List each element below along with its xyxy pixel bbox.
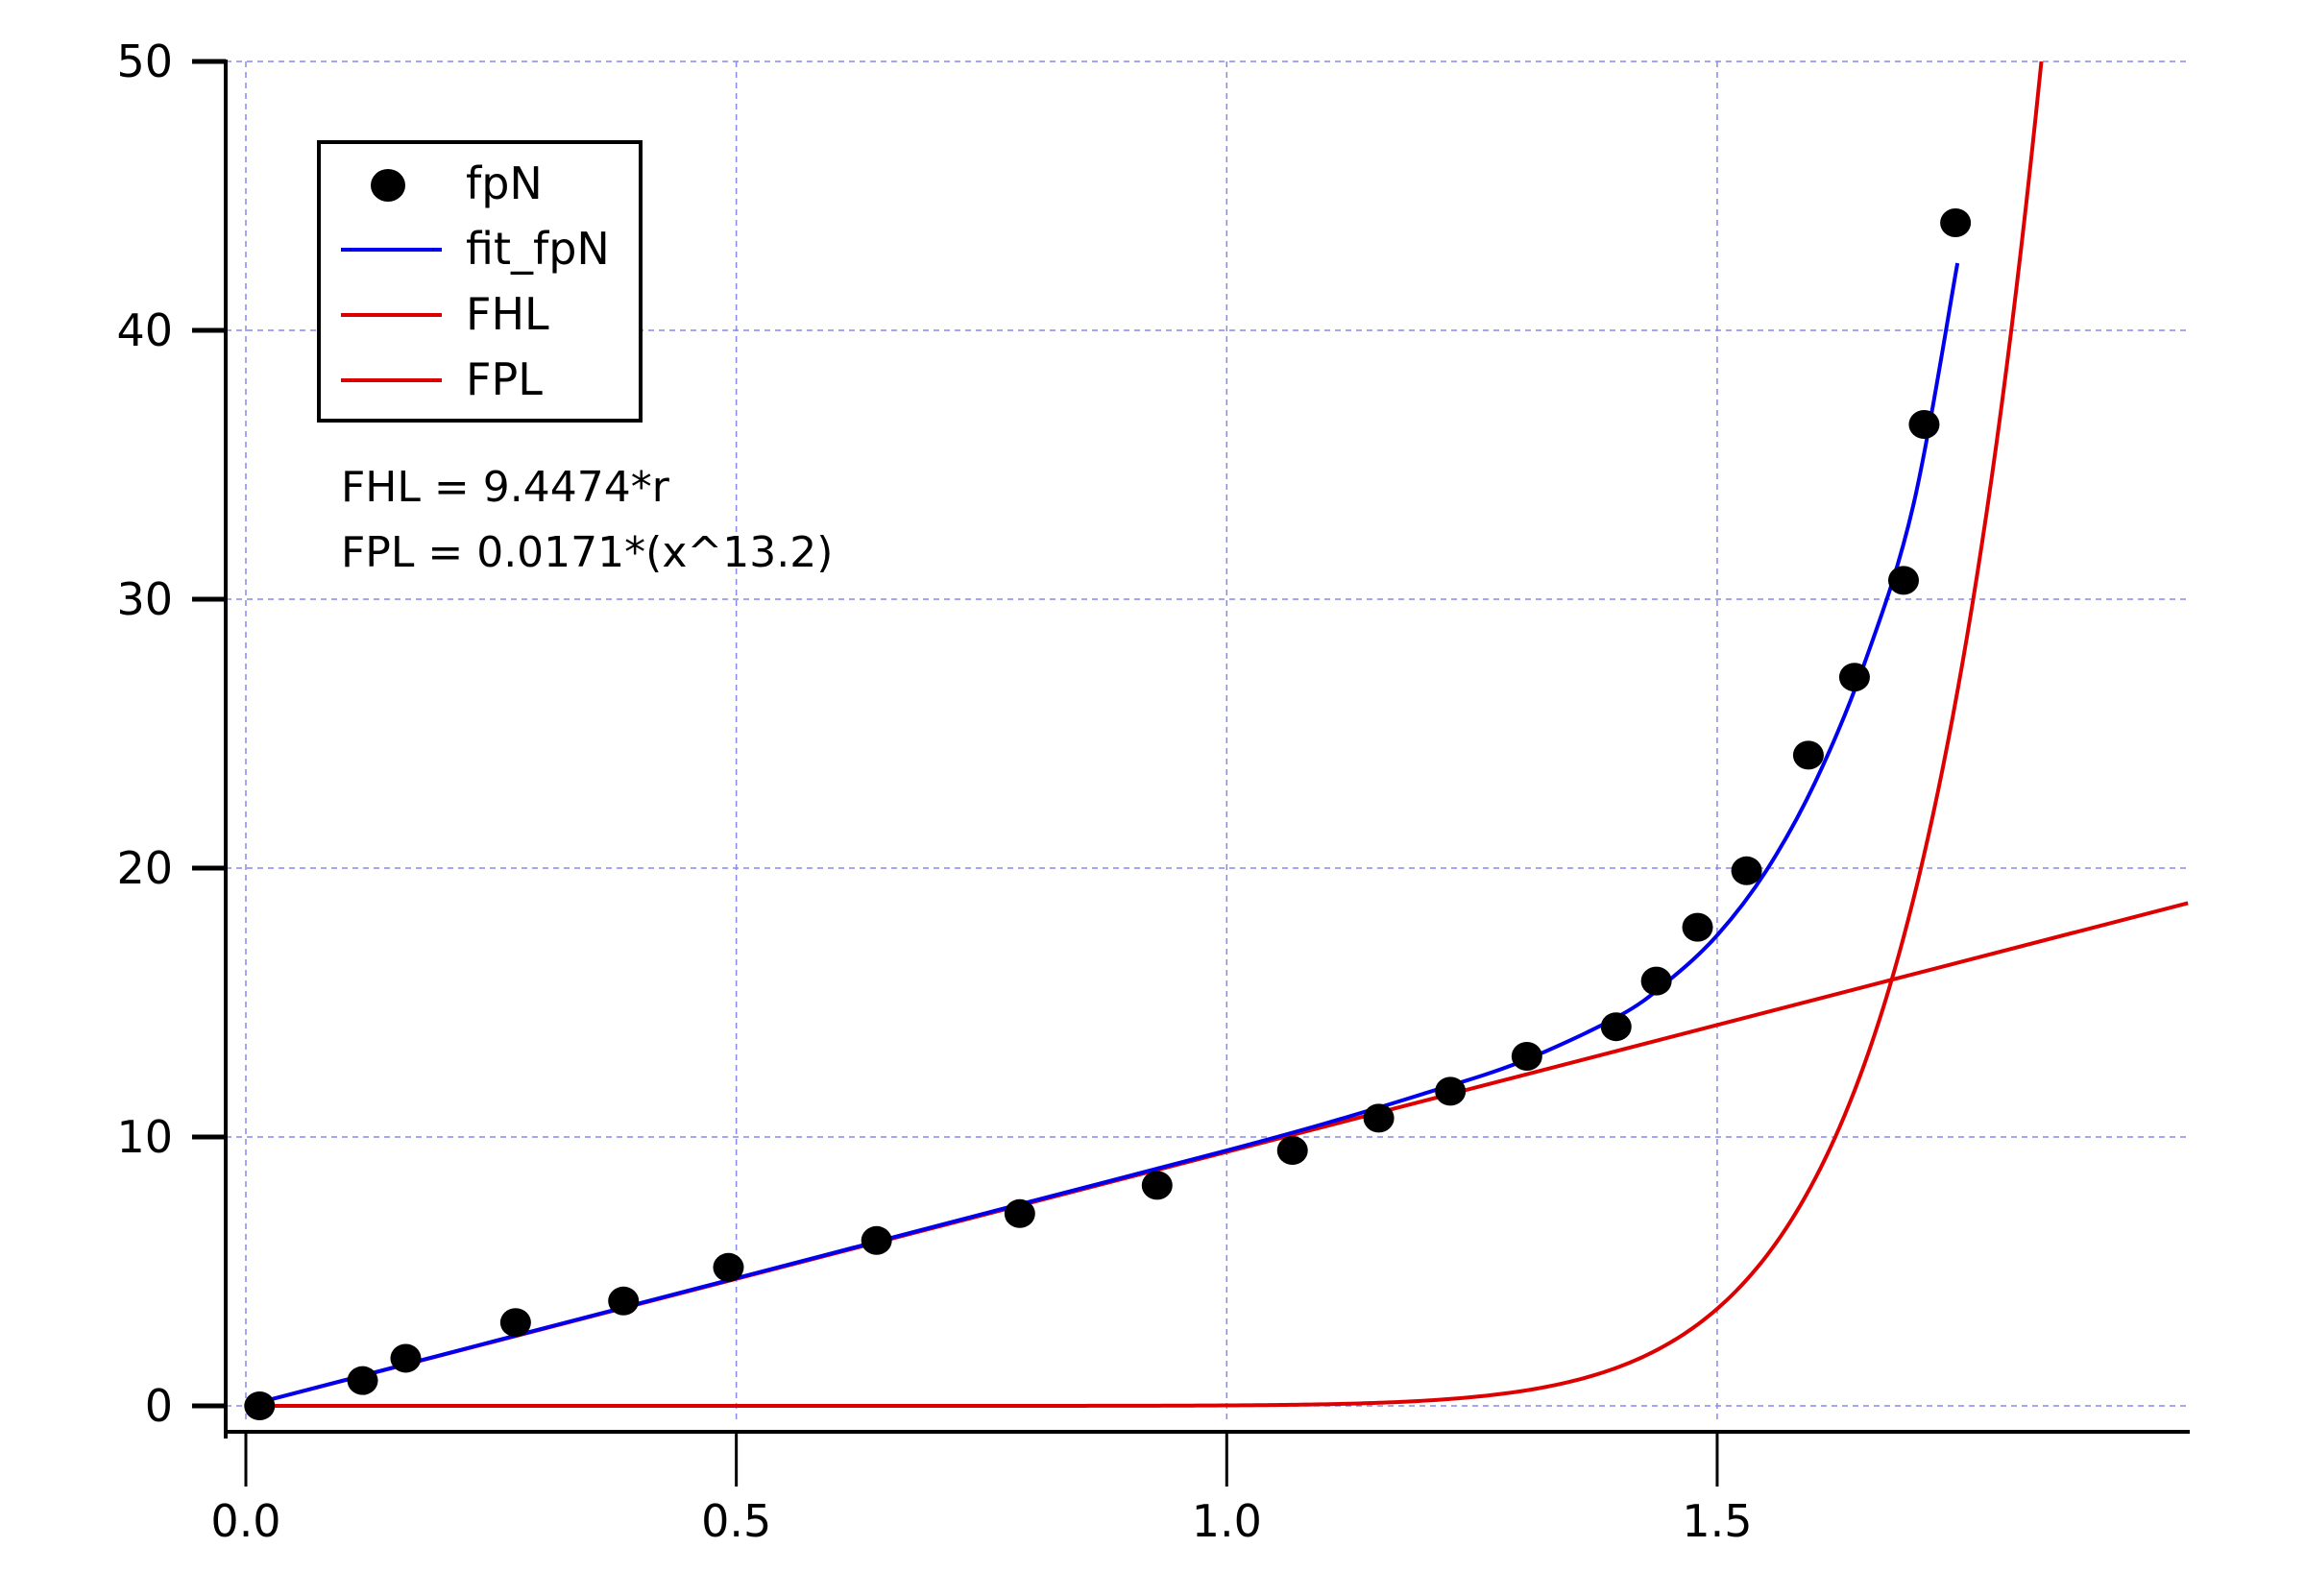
series-fpn-markers [244,208,1972,1420]
y-tick-label: 40 [116,304,173,356]
data-point-marker [1682,912,1713,942]
legend-label: fpN [466,157,543,209]
legend-label: fit_fpN [466,223,610,275]
data-point-marker [1908,410,1940,439]
data-point-marker [1511,1042,1542,1071]
fhl-formula: FHL = 9.4474*r [341,463,670,512]
fpl-formula: FPL = 0.0171*(x^13.2) [341,528,833,577]
data-point-marker [1940,208,1972,237]
data-point-marker [1838,663,1870,692]
y-tick-label: 30 [116,573,173,625]
y-axis-ticks: 0 10 20 30 40 50 [116,36,226,1432]
legend-label: FHL [466,288,549,340]
legend-item-fit-fpn: fit_fpN [341,223,610,275]
data-point-marker [713,1252,744,1282]
data-point-marker [499,1308,531,1338]
data-point-marker [1731,856,1762,885]
data-point-marker [861,1225,892,1255]
x-tick-label: 1.5 [1682,1495,1752,1547]
data-point-marker [244,1391,276,1420]
dot-marker-icon [371,169,405,202]
x-tick-label: 0.0 [210,1495,280,1547]
legend: fpN fit_fpN FHL FPL [317,140,643,423]
data-point-marker [1141,1171,1173,1200]
data-point-marker [608,1286,640,1316]
data-point-marker [1004,1198,1035,1228]
legend-label: FPL [466,353,543,405]
y-tick-label: 0 [145,1380,173,1432]
data-point-marker [1435,1076,1467,1106]
legend-item-fpl: FPL [341,353,543,405]
x-tick-label: 1.0 [1192,1495,1262,1547]
data-point-marker [1887,566,1919,595]
x-axis-ticks: 0.0 0.5 1.0 1.5 [210,1432,1753,1547]
data-point-marker [1276,1136,1308,1165]
data-point-marker [1600,1012,1632,1042]
y-tick-label: 20 [116,842,173,894]
fit-fpn-curve [245,262,1960,1408]
series-fit-fpn-curve [245,262,1960,1408]
formula-annotations: FHL = 9.4474*r FPL = 0.0171*(x^13.2) [341,463,833,577]
legend-item-fhl: FHL [341,288,549,340]
axes [224,60,2190,1439]
y-tick-label: 50 [116,36,173,87]
data-point-marker [1363,1103,1395,1133]
data-point-marker [1792,740,1824,770]
fpl-curve [246,60,2044,1408]
data-point-marker [1640,966,1672,996]
series-fpl-curve [246,60,2044,1408]
data-point-marker [347,1366,378,1395]
y-tick-label: 10 [116,1111,173,1163]
data-point-marker [390,1343,422,1373]
grid-lines [226,60,2188,1421]
legend-item-fpn: fpN [371,157,543,209]
x-tick-label: 0.5 [701,1495,771,1547]
